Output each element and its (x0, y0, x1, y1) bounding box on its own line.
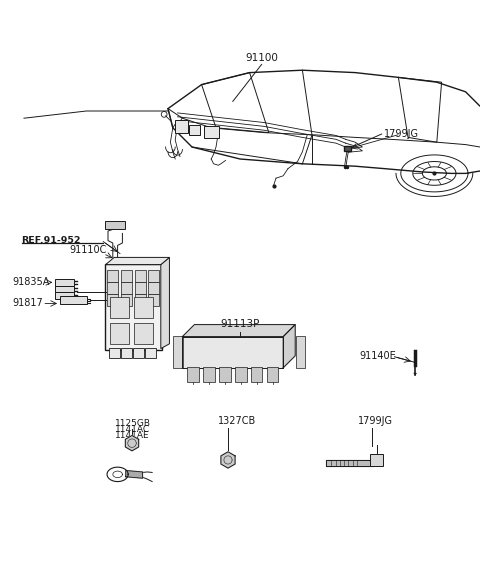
FancyBboxPatch shape (121, 282, 132, 294)
FancyBboxPatch shape (267, 367, 278, 382)
FancyBboxPatch shape (145, 348, 156, 358)
FancyBboxPatch shape (187, 367, 199, 382)
Text: 91113P: 91113P (220, 320, 260, 329)
Text: 1799JG: 1799JG (384, 129, 419, 139)
FancyBboxPatch shape (107, 271, 118, 282)
FancyBboxPatch shape (110, 323, 129, 345)
FancyBboxPatch shape (55, 279, 74, 286)
Text: 1799JG: 1799JG (358, 416, 393, 427)
FancyBboxPatch shape (55, 286, 74, 292)
FancyBboxPatch shape (134, 297, 153, 318)
FancyBboxPatch shape (107, 282, 118, 294)
FancyBboxPatch shape (133, 348, 144, 358)
FancyBboxPatch shape (189, 125, 200, 136)
Polygon shape (182, 336, 283, 368)
FancyBboxPatch shape (121, 271, 132, 282)
FancyBboxPatch shape (110, 297, 129, 318)
FancyBboxPatch shape (219, 367, 230, 382)
FancyBboxPatch shape (148, 282, 159, 294)
Text: 1125GB: 1125GB (115, 419, 151, 428)
FancyBboxPatch shape (134, 271, 145, 282)
FancyBboxPatch shape (204, 126, 219, 138)
FancyBboxPatch shape (109, 348, 120, 358)
FancyBboxPatch shape (296, 336, 305, 368)
FancyBboxPatch shape (55, 292, 74, 299)
Polygon shape (221, 452, 235, 468)
Text: 1141AC: 1141AC (115, 425, 150, 434)
Text: REF.91-952: REF.91-952 (22, 236, 81, 245)
Polygon shape (125, 435, 139, 451)
Text: 91110C: 91110C (70, 245, 107, 255)
FancyBboxPatch shape (60, 296, 87, 304)
FancyBboxPatch shape (121, 294, 132, 306)
Text: 91140E: 91140E (359, 351, 396, 361)
FancyBboxPatch shape (105, 264, 162, 350)
Polygon shape (106, 257, 169, 265)
FancyBboxPatch shape (134, 323, 153, 345)
FancyBboxPatch shape (344, 146, 351, 151)
Text: 91817: 91817 (12, 299, 43, 308)
Text: 1141AE: 1141AE (115, 431, 150, 440)
FancyBboxPatch shape (235, 367, 247, 382)
FancyBboxPatch shape (134, 294, 145, 306)
FancyBboxPatch shape (371, 454, 383, 466)
FancyBboxPatch shape (175, 120, 188, 133)
FancyBboxPatch shape (134, 282, 145, 294)
FancyBboxPatch shape (121, 348, 132, 358)
Polygon shape (182, 325, 295, 336)
FancyBboxPatch shape (173, 336, 183, 368)
FancyBboxPatch shape (203, 367, 215, 382)
Text: 1327CB: 1327CB (218, 416, 257, 427)
FancyBboxPatch shape (251, 367, 263, 382)
Text: 91835A: 91835A (12, 278, 49, 288)
Text: 91100: 91100 (245, 53, 278, 63)
FancyBboxPatch shape (105, 221, 125, 229)
FancyBboxPatch shape (148, 294, 159, 306)
Polygon shape (326, 460, 373, 466)
Polygon shape (126, 470, 143, 478)
FancyBboxPatch shape (107, 294, 118, 306)
Polygon shape (283, 325, 295, 368)
FancyBboxPatch shape (148, 271, 159, 282)
Polygon shape (161, 257, 169, 349)
